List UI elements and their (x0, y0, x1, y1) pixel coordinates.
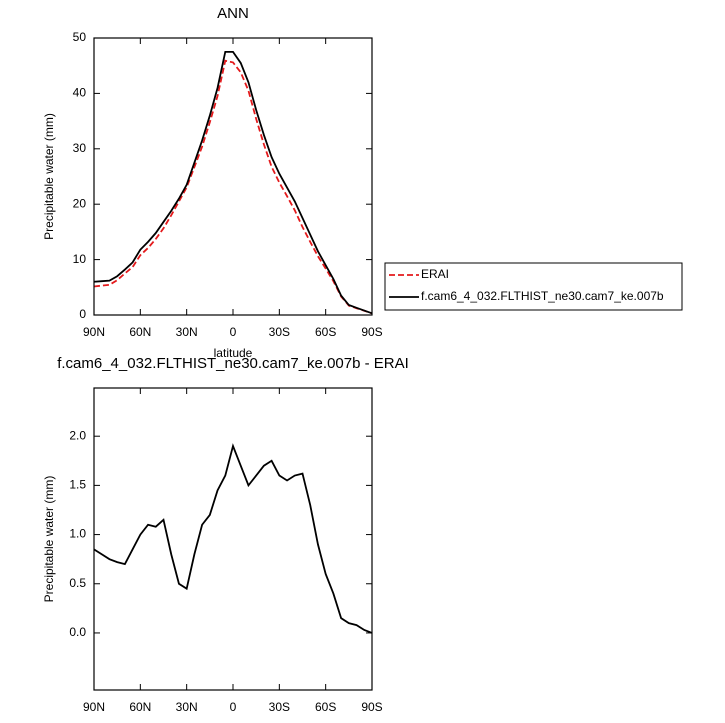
x-tick-label: 60N (129, 325, 151, 339)
y-tick-label: 30 (73, 141, 87, 155)
x-axis-label: latitude (214, 346, 253, 360)
data-line (93, 59, 373, 315)
x-tick-label: 90N (83, 700, 105, 714)
y-axis-label: Precipitable water (mm) (42, 476, 56, 603)
x-tick-label: 60S (315, 700, 336, 714)
y-tick-label: 0.0 (69, 625, 86, 639)
x-tick-label: 90S (361, 700, 382, 714)
x-axis-label: latitude (214, 721, 253, 723)
y-tick-label: 0.5 (69, 576, 86, 590)
y-tick-label: 10 (73, 252, 87, 266)
y-tick-label: 50 (73, 30, 87, 44)
chart-title: ANN (217, 5, 249, 22)
y-tick-label: 0 (79, 307, 86, 321)
x-tick-label: 60S (315, 325, 336, 339)
x-tick-label: 60N (129, 700, 151, 714)
x-tick-label: 0 (230, 700, 237, 714)
legend-box (384, 262, 683, 311)
x-tick-label: 30S (269, 700, 290, 714)
plot-frame (93, 387, 373, 691)
y-tick-label: 2.0 (69, 428, 86, 442)
x-tick-label: 90S (361, 325, 382, 339)
y-tick-label: 1.0 (69, 527, 86, 541)
data-line (93, 443, 373, 634)
legend-label: ERAI (421, 267, 449, 281)
y-tick-label: 20 (73, 196, 87, 210)
x-tick-label: 30N (176, 700, 198, 714)
chart-title: f.cam6_4_032.FLTHIST_ne30.cam7_ke.007b -… (57, 355, 409, 372)
y-tick-label: 1.5 (69, 478, 86, 492)
x-tick-label: 30S (269, 325, 290, 339)
y-axis-label: Precipitable water (mm) (42, 113, 56, 240)
y-tick-label: 40 (73, 86, 87, 100)
legend-label: f.cam6_4_032.FLTHIST_ne30.cam7_ke.007b (421, 289, 664, 303)
plot-frame (93, 37, 373, 316)
x-tick-label: 90N (83, 325, 105, 339)
x-tick-label: 0 (230, 325, 237, 339)
x-tick-label: 30N (176, 325, 198, 339)
data-line (93, 50, 373, 315)
